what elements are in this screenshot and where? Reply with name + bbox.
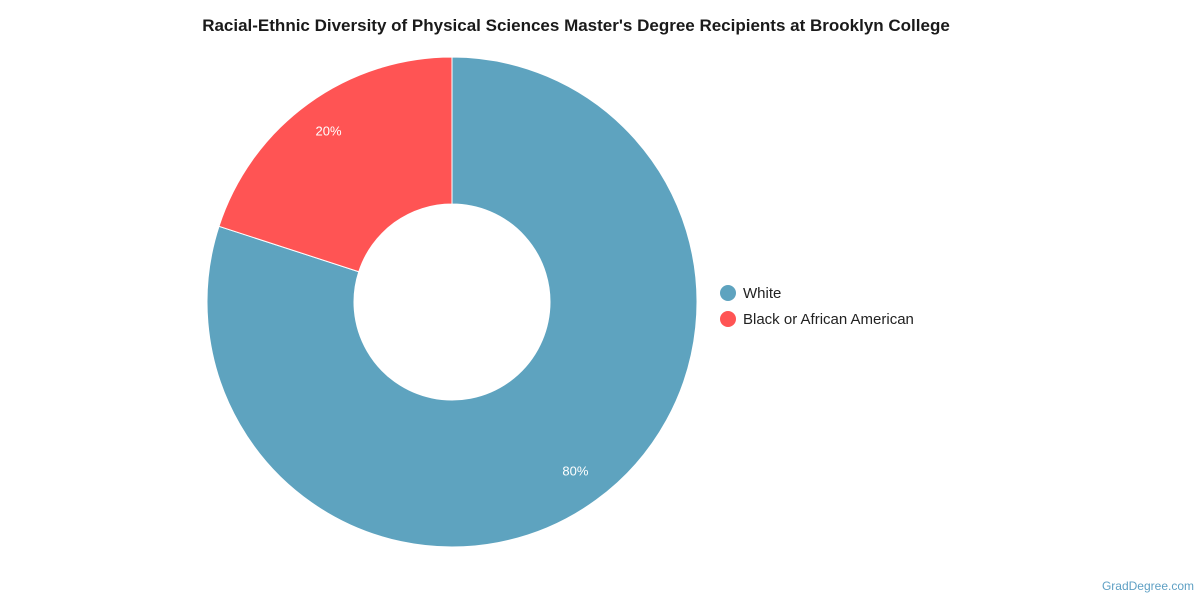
slice-label-black-or-african-american: 20%: [316, 124, 342, 139]
chart-title: Racial-Ethnic Diversity of Physical Scie…: [202, 16, 950, 35]
slice-white[interactable]: [206, 56, 698, 548]
legend-item-white[interactable]: White: [720, 280, 914, 306]
legend-swatch-black-or-african-american: [720, 311, 736, 327]
legend-item-black-or-african-american[interactable]: Black or African American: [720, 306, 914, 332]
legend-label-white: White: [743, 284, 782, 302]
legend: White Black or African American: [720, 280, 914, 332]
slices-layer: [206, 56, 698, 548]
labels-layer: 80% 20%: [316, 124, 589, 479]
credit-link[interactable]: GradDegree.com: [1101, 579, 1194, 593]
legend-swatch-white: [720, 285, 736, 301]
slice-black-or-african-american[interactable]: [218, 56, 453, 273]
slice-label-white: 80%: [562, 463, 588, 478]
legend-label-black-or-african-american: Black or African American: [743, 310, 914, 328]
